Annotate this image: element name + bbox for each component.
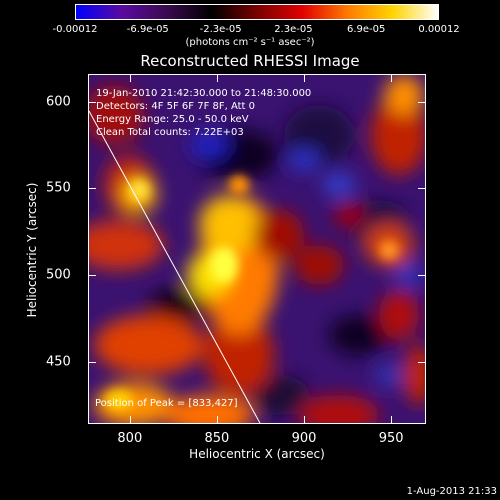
clean-counts-label: Clean Total counts: 7.22E+03 (96, 127, 244, 138)
colorbar (75, 4, 439, 20)
y-tick-label: 500 (46, 267, 71, 283)
x-tick-label: 900 (291, 431, 317, 446)
x-tick-mark (216, 74, 218, 82)
colorbar-tick-label: -2.3e-05 (199, 24, 242, 35)
y-tick-mark (88, 101, 96, 103)
x-tick-mark (216, 416, 218, 424)
solar-limb-line (89, 110, 261, 423)
colorbar-tick-label: -0.00012 (52, 24, 98, 35)
y-tick-label: 550 (46, 180, 71, 196)
reconstructed-image (89, 75, 425, 423)
x-tick-label: 800 (117, 431, 143, 446)
colorbar-tick-label: 2.3e-05 (274, 24, 313, 35)
y-tick-label: 600 (46, 94, 71, 110)
timestamp: 1-Aug-2013 21:33 (406, 486, 497, 497)
y-tick-mark (88, 274, 96, 276)
x-tick-mark (129, 74, 131, 82)
x-axis-label: Heliocentric X (arcsec) (189, 447, 325, 461)
colorbar-tick-label: -6.9e-05 (126, 24, 169, 35)
x-tick-mark (304, 416, 306, 424)
y-tick-mark (88, 188, 96, 190)
peak-position-label: Position of Peak = [833,427] (95, 398, 238, 409)
x-tick-mark (129, 416, 131, 424)
colorbar-tick-label: 6.9e-05 (346, 24, 386, 35)
image-plot (88, 74, 426, 424)
plot-title: Reconstructed RHESSI Image (140, 52, 360, 70)
y-tick-mark (418, 274, 426, 276)
x-tick-mark (304, 74, 306, 82)
y-tick-mark (418, 101, 426, 103)
x-tick-mark (391, 416, 393, 424)
y-tick-label: 450 (46, 354, 71, 370)
x-tick-label: 850 (204, 431, 230, 446)
y-tick-mark (418, 188, 426, 190)
colorbar-tick-label: 0.00012 (418, 24, 460, 35)
energy-range-label: Energy Range: 25.0 - 50.0 keV (96, 114, 249, 125)
y-axis-label: Heliocentric Y (arcsec) (25, 182, 39, 318)
colorbar-units: (photons cm⁻² s⁻¹ asec⁻²) (185, 37, 315, 48)
detectors-label: Detectors: 4F 5F 6F 7F 8F, Att 0 (96, 101, 256, 112)
x-tick-label: 950 (378, 431, 404, 446)
y-tick-mark (88, 361, 96, 363)
y-tick-mark (418, 361, 426, 363)
time-range-label: 19-Jan-2010 21:42:30.000 to 21:48:30.000 (96, 88, 312, 99)
x-tick-mark (391, 74, 393, 82)
